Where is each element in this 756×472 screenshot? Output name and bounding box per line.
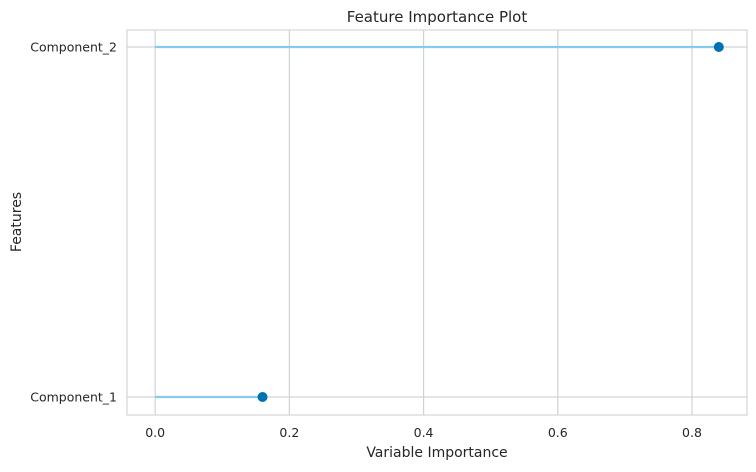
y-tick-label: Component_2 — [30, 40, 117, 55]
x-tick-label: 0.4 — [414, 425, 434, 440]
stem-layer — [155, 45, 719, 399]
x-tick-label: 0.2 — [279, 425, 299, 440]
chart-title: Feature Importance Plot — [347, 8, 528, 26]
y-tick-label: Component_1 — [30, 390, 117, 405]
marker-layer — [257, 42, 724, 402]
x-axis-label: Variable Importance — [366, 445, 507, 461]
y-tick-labels: Component_1 Component_2 — [30, 40, 117, 405]
y-axis-label: Features — [9, 192, 25, 252]
plot-area — [126, 29, 748, 416]
x-tick-label: 0.0 — [145, 425, 165, 440]
importance-marker — [257, 392, 268, 402]
x-tick-label: 0.8 — [682, 425, 702, 440]
importance-marker — [713, 42, 724, 52]
x-tick-label: 0.6 — [548, 425, 568, 440]
x-tick-labels: 0.0 0.2 0.4 0.6 0.8 — [145, 425, 702, 440]
